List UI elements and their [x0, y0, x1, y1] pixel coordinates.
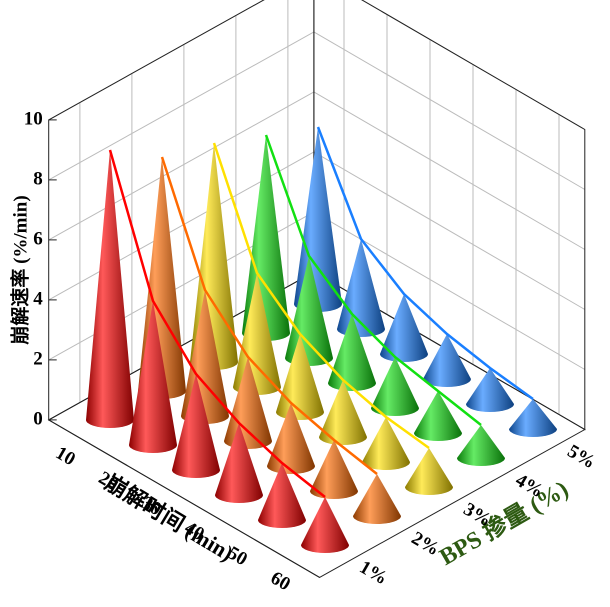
- cone: [285, 256, 333, 366]
- z-axis-title: 崩解速率 (%/min): [8, 195, 31, 344]
- z-tick-label: 10: [24, 108, 43, 129]
- cone: [319, 380, 367, 445]
- trend-line: [160, 156, 378, 475]
- cone: [258, 463, 306, 528]
- cone: [509, 399, 557, 437]
- cone: [328, 314, 376, 391]
- cone: [233, 273, 281, 395]
- cone: [301, 497, 349, 553]
- z-tick-label: 4: [33, 288, 43, 309]
- cone: [267, 403, 315, 474]
- z-tick-label: 2: [33, 348, 43, 369]
- trend-line: [108, 149, 326, 498]
- y-tick-label: 2%: [408, 528, 443, 560]
- axis-line: [48, 419, 320, 578]
- cone: [337, 239, 385, 337]
- y-axis-title: BPS 掺量 (%): [434, 475, 573, 571]
- trend-line: [212, 142, 430, 450]
- cone: [380, 294, 428, 362]
- cone: [423, 334, 471, 387]
- trend-line: [316, 126, 534, 401]
- cone: [414, 391, 462, 441]
- cone: [362, 417, 410, 470]
- z-tick-label: 0: [33, 408, 43, 429]
- cone: [310, 440, 358, 499]
- y-tick-label: 1%: [356, 557, 391, 589]
- trend-line: [264, 134, 482, 426]
- cone: [129, 301, 177, 453]
- z-tick-label: 6: [33, 228, 43, 249]
- x-tick-label: 60: [267, 568, 294, 596]
- z-tick-label: 8: [33, 168, 43, 189]
- cone: [353, 474, 401, 524]
- cone: [294, 127, 342, 312]
- y-tick-label: 5%: [564, 441, 599, 473]
- x-tick-label: 10: [52, 443, 79, 471]
- cone: [224, 357, 272, 449]
- cone: [457, 425, 505, 466]
- grid-line: [48, 0, 586, 130]
- cone: [172, 374, 220, 478]
- cone: [371, 357, 419, 416]
- cone: [86, 150, 134, 428]
- cone: [215, 423, 263, 503]
- cone: [405, 448, 453, 495]
- cone: [466, 368, 514, 412]
